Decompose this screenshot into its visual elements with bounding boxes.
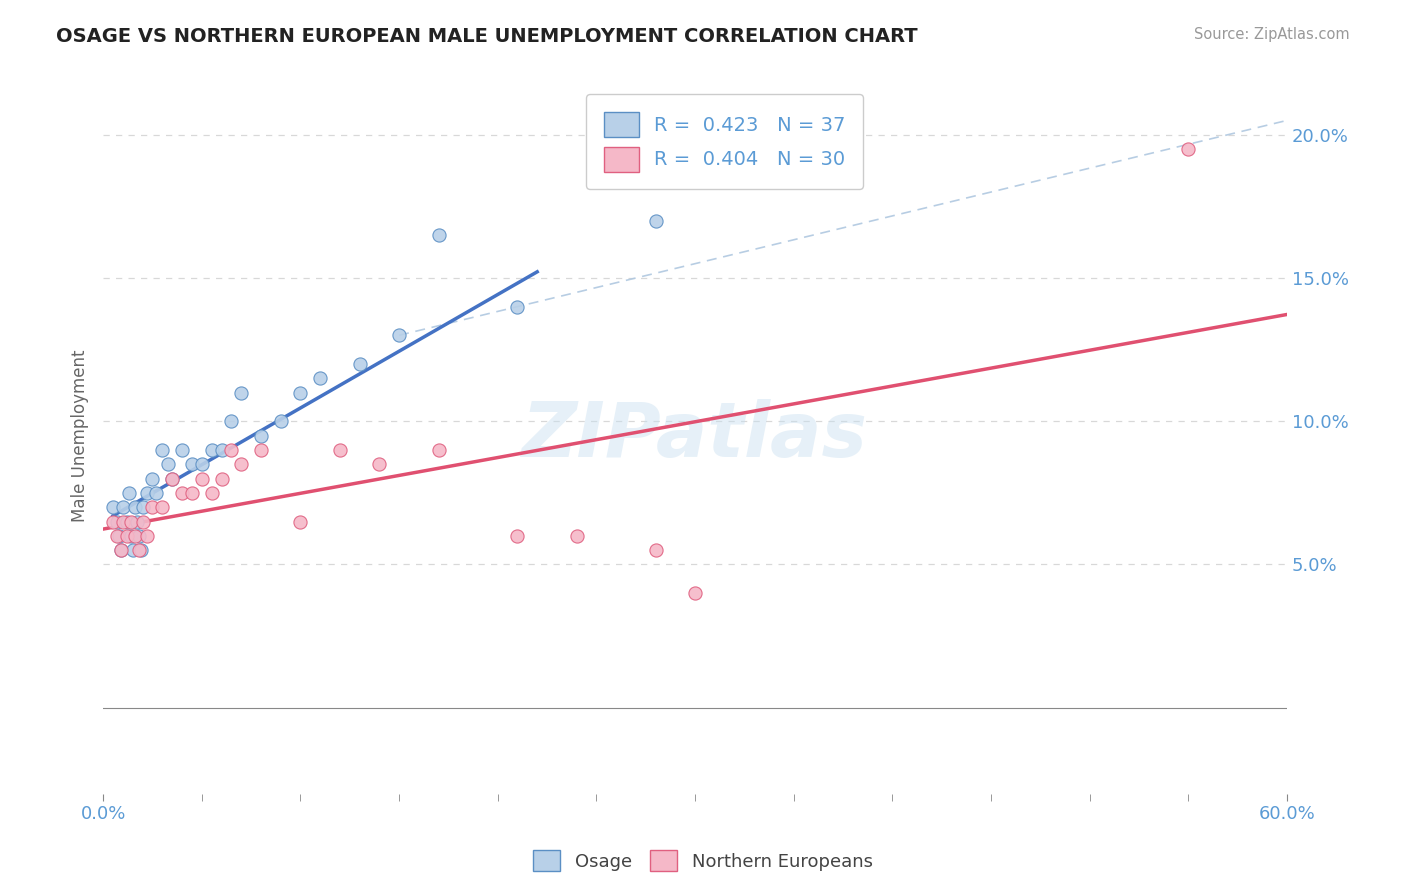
Point	[129, 543, 152, 558]
Point	[191, 471, 214, 485]
Point	[388, 328, 411, 343]
Point	[170, 486, 193, 500]
Legend: Osage, Northern Europeans: Osage, Northern Europeans	[526, 843, 880, 879]
Point	[105, 515, 128, 529]
Point	[506, 529, 529, 543]
Point	[124, 500, 146, 515]
Point	[506, 300, 529, 314]
Point	[201, 442, 224, 457]
Point	[783, 170, 806, 185]
Point	[231, 457, 253, 471]
Point	[250, 442, 273, 457]
Point	[108, 529, 131, 543]
Point	[683, 586, 706, 600]
Point	[180, 457, 202, 471]
Point	[128, 543, 150, 558]
Point	[131, 515, 153, 529]
Point	[270, 414, 292, 428]
Point	[231, 385, 253, 400]
Point	[309, 371, 332, 385]
Point	[124, 529, 146, 543]
Point	[221, 414, 243, 428]
Point	[150, 442, 173, 457]
Point	[221, 442, 243, 457]
Point	[141, 500, 163, 515]
Point	[135, 486, 157, 500]
Y-axis label: Male Unemployment: Male Unemployment	[72, 350, 89, 522]
Point	[211, 442, 233, 457]
Point	[201, 486, 224, 500]
Point	[329, 442, 352, 457]
Point	[118, 486, 141, 500]
Point	[160, 471, 183, 485]
Point	[111, 515, 134, 529]
Point	[141, 471, 163, 485]
Point	[131, 500, 153, 515]
Point	[101, 515, 124, 529]
Point	[110, 543, 132, 558]
Point	[125, 515, 148, 529]
Point	[349, 357, 371, 371]
Point	[115, 515, 138, 529]
Point	[145, 486, 167, 500]
Point	[250, 428, 273, 442]
Point	[135, 529, 157, 543]
Point	[565, 529, 588, 543]
Point	[290, 385, 312, 400]
Point	[150, 500, 173, 515]
Point	[644, 213, 666, 227]
Point	[111, 500, 134, 515]
Point	[170, 442, 193, 457]
Point	[191, 457, 214, 471]
Point	[211, 471, 233, 485]
Point	[157, 457, 180, 471]
Text: ZIPatlas: ZIPatlas	[522, 399, 868, 473]
Point	[115, 529, 138, 543]
Point	[105, 529, 128, 543]
Point	[368, 457, 391, 471]
Point	[110, 543, 132, 558]
Point	[120, 515, 142, 529]
Point	[160, 471, 183, 485]
Text: OSAGE VS NORTHERN EUROPEAN MALE UNEMPLOYMENT CORRELATION CHART: OSAGE VS NORTHERN EUROPEAN MALE UNEMPLOY…	[56, 27, 918, 45]
Point	[120, 529, 142, 543]
Point	[128, 529, 150, 543]
Point	[427, 227, 450, 242]
Point	[180, 486, 202, 500]
Point	[1177, 142, 1199, 156]
Point	[644, 543, 666, 558]
Point	[101, 500, 124, 515]
Point	[290, 515, 312, 529]
Point	[427, 442, 450, 457]
Text: Source: ZipAtlas.com: Source: ZipAtlas.com	[1194, 27, 1350, 42]
Point	[121, 543, 143, 558]
Legend: R =  0.423   N = 37, R =  0.404   N = 30: R = 0.423 N = 37, R = 0.404 N = 30	[586, 95, 863, 189]
